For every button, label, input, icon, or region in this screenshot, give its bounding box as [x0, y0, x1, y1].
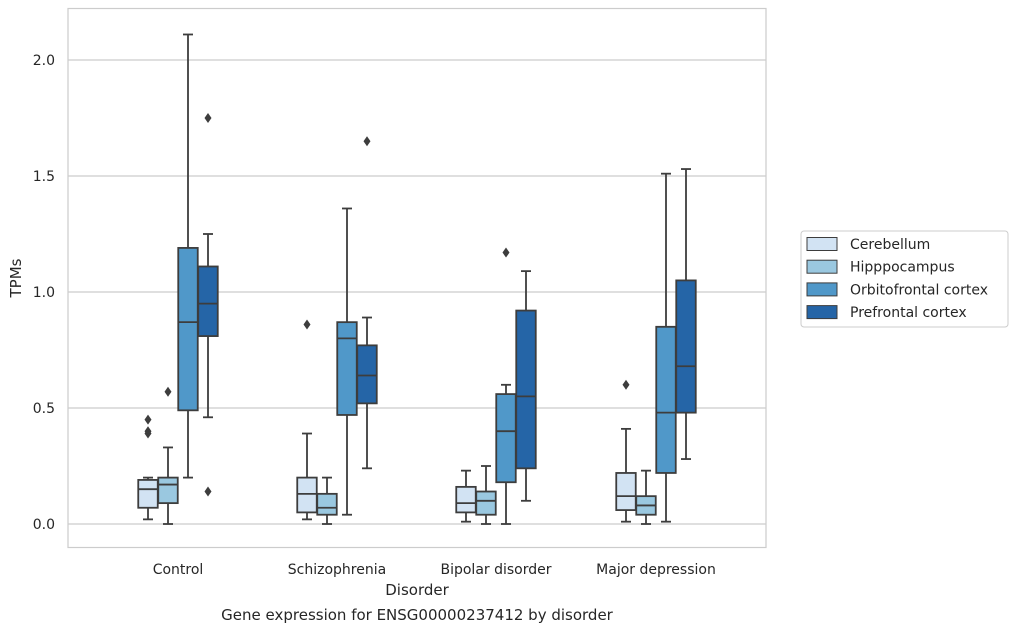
- legend-label: Orbitofrontal cortex: [850, 282, 988, 298]
- outlier-marker: [204, 486, 212, 497]
- x-axis-label: Disorder: [385, 581, 449, 599]
- box-hipppocampus: [475, 465, 497, 525]
- box-body: [177, 247, 199, 412]
- outlier-marker: [622, 379, 630, 390]
- box-prefrontal-cortex: [197, 113, 219, 497]
- box-hipppocampus: [316, 476, 338, 525]
- box-orbitofrontal-cortex: [177, 33, 199, 479]
- legend-swatch: [806, 259, 838, 274]
- box-body: [475, 490, 497, 516]
- box-orbitofrontal-cortex: [336, 207, 358, 516]
- box-orbitofrontal-cortex: [495, 247, 517, 525]
- outlier-marker: [303, 319, 311, 330]
- plot-frame: [67, 7, 767, 549]
- x-tick-label: Schizophrenia: [288, 562, 386, 578]
- chart-caption: Gene expression for ENSG00000237412 by d…: [221, 606, 613, 624]
- y-axis-label: TPMs: [7, 258, 25, 298]
- outlier-marker: [502, 247, 510, 258]
- box-body: [197, 265, 219, 337]
- box-orbitofrontal-cortex: [655, 172, 677, 523]
- x-tick-labels: Control Schizophrenia Bipolar disorder Majo…: [153, 562, 716, 578]
- box-body: [515, 309, 537, 470]
- box-cerebellum: [615, 379, 637, 523]
- box-prefrontal-cortex: [515, 270, 537, 502]
- y-tick-label: 2.0: [33, 53, 55, 69]
- outlier-marker: [164, 386, 172, 397]
- outlier-marker: [363, 136, 371, 147]
- legend-swatch: [806, 305, 838, 320]
- boxes-layer: [137, 33, 697, 525]
- box-cerebellum: [296, 319, 318, 521]
- legend-frame: [800, 230, 1009, 328]
- box-body: [495, 393, 517, 484]
- legend-swatch: [806, 237, 838, 251]
- y-tick-label: 0.5: [33, 401, 55, 417]
- box-prefrontal-cortex: [675, 168, 697, 460]
- legend-swatch: [806, 282, 838, 297]
- box-body: [296, 476, 318, 514]
- box-body: [316, 492, 338, 516]
- box-body: [157, 476, 179, 505]
- box-body: [615, 472, 637, 511]
- legend-label: Hipppocampus: [850, 260, 955, 276]
- x-tick-label: Control: [153, 562, 204, 578]
- box-body: [675, 279, 697, 414]
- legend: Cerebellum Hipppocampus Orbitofrontal cort…: [800, 230, 1009, 328]
- legend-label: Prefrontal cortex: [850, 305, 967, 321]
- box-body: [455, 485, 477, 514]
- y-tick-label: 1.5: [33, 169, 55, 185]
- legend-label: Cerebellum: [850, 237, 930, 253]
- outlier-marker: [144, 428, 152, 439]
- y-tick-labels: 0.0 0.5 1.0 1.5 2.0: [33, 53, 55, 533]
- box-prefrontal-cortex: [356, 136, 378, 470]
- box-body: [336, 321, 358, 416]
- box-hipppocampus: [635, 469, 657, 525]
- box-body: [137, 479, 159, 509]
- box-hipppocampus: [157, 386, 179, 525]
- box-cerebellum: [137, 414, 159, 521]
- box-body: [655, 325, 677, 474]
- x-tick-label: Bipolar disorder: [440, 562, 551, 578]
- y-tick-label: 1.0: [33, 285, 55, 301]
- outlier-marker: [204, 113, 212, 123]
- box-cerebellum: [455, 469, 477, 523]
- outlier-marker: [144, 414, 152, 425]
- box-body: [356, 344, 378, 405]
- x-tick-label: Major depression: [596, 562, 716, 578]
- y-tick-label: 0.0: [33, 517, 55, 533]
